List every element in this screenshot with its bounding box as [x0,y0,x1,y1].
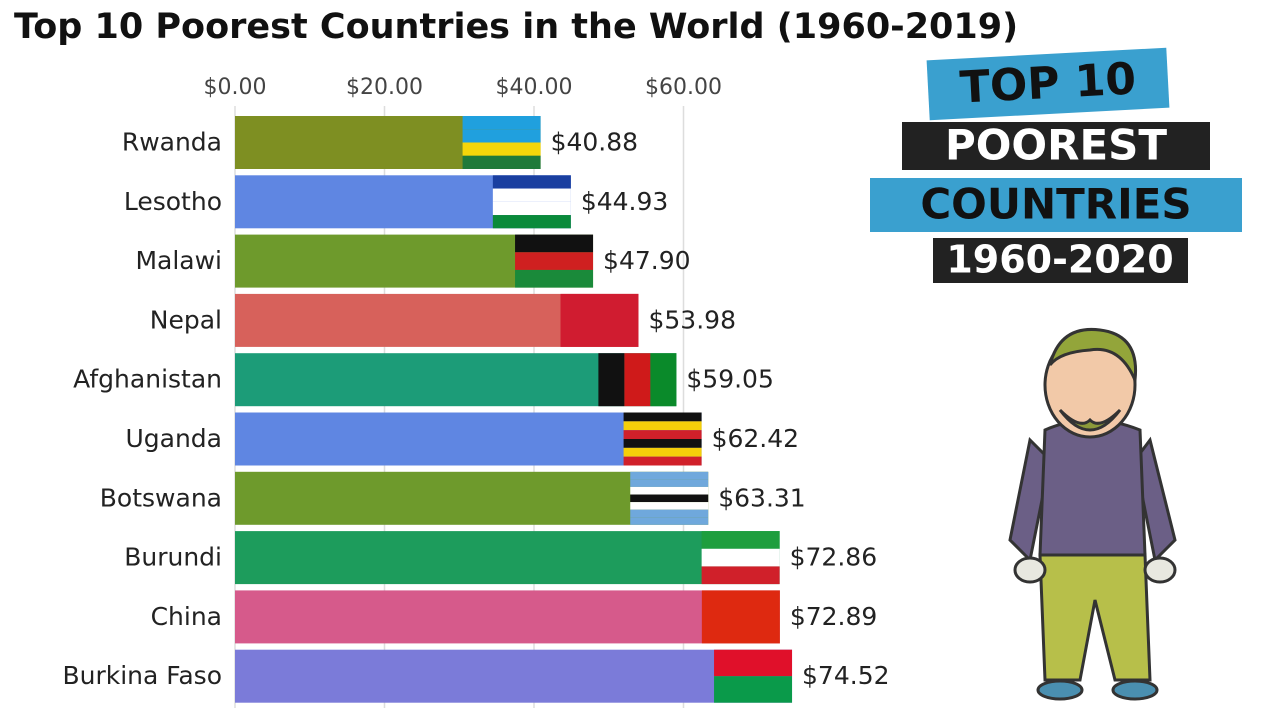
banner-box [926,47,1170,121]
flag-stripe [462,116,541,130]
flag-stripe [650,353,677,407]
flag [560,293,639,347]
x-tick-label: $0.00 [204,75,267,100]
flag [598,353,677,407]
banner-text: 1960-2020 [946,238,1173,282]
y-tick-label: Uganda [125,424,222,453]
flag [462,116,541,169]
flag-stripe [701,566,780,585]
flag-stripe [462,142,541,156]
value-label: $40.88 [551,128,638,157]
value-label: $47.90 [603,246,690,275]
flag-stripe [492,175,571,189]
flag-stripe [623,439,702,448]
banner-text: POOREST [945,121,1167,170]
flag-stripe [515,269,594,288]
y-tick-label: China [151,602,222,631]
value-label: $72.89 [790,602,877,631]
banner-text: TOP 10 [959,53,1138,113]
x-tick-label: $20.00 [346,75,423,100]
flag-stripe [630,502,709,510]
flag-stripe [630,509,709,518]
bar [235,531,780,585]
y-tick-label: Rwanda [122,128,222,157]
flag-stripe [630,517,709,525]
flag-stripe [701,548,780,567]
y-tick-label: Lesotho [124,187,222,216]
flag-stripe [492,188,571,202]
flag-stripe [623,430,702,439]
cartoon-man [1008,327,1177,701]
flag-stripe [701,590,780,644]
banner-box [902,122,1210,170]
flag-stripe [515,234,594,253]
banner-text: COUNTRIES [920,180,1191,229]
flag-stripe [701,531,780,549]
value-label: $44.93 [581,187,668,216]
flag [515,234,594,288]
flag [492,175,571,229]
value-label: $53.98 [649,305,736,334]
flag-stripe [462,129,541,143]
value-label: $63.31 [718,483,805,512]
flag-stripe [630,479,709,487]
flag-stripe [623,412,702,422]
flag-stripe [623,456,702,466]
value-label: $74.52 [802,661,889,690]
flag-stripe [630,471,709,480]
y-tick-label: Botswana [100,483,222,512]
flag-stripe [630,486,709,495]
flag [701,531,780,585]
flag-stripe [624,353,651,407]
bar [235,590,780,644]
banner: TOP 10 POOREST COUNTRIES 1960-2020 [870,47,1242,283]
value-label: $59.05 [686,365,773,394]
flag [623,412,702,466]
flag-stripe [714,676,793,703]
flag-stripe [630,494,709,503]
y-tick-label: Afghanistan [73,365,222,394]
value-label: $72.86 [790,543,877,572]
y-tick-label: Burundi [124,543,222,572]
flag-stripe [462,155,541,169]
bar [235,471,709,525]
chart-title: Top 10 Poorest Countries in the World (1… [14,7,1018,47]
flag-stripe [623,421,702,431]
bar [235,649,793,703]
flag-stripe [560,293,639,347]
y-tick-label: Malawi [135,246,222,275]
banner-box [933,238,1188,283]
flag [701,590,780,644]
x-tick-label: $40.00 [496,75,573,100]
flag [714,649,793,703]
flag-stripe [598,353,625,407]
flag-stripe [492,215,571,229]
flag [630,471,709,525]
x-tick-label: $60.00 [645,75,722,100]
y-tick-label: Nepal [150,305,222,334]
flag-stripe [714,649,793,677]
flag-stripe [492,201,571,216]
y-tick-label: Burkina Faso [62,661,222,690]
banner-box [870,178,1242,232]
value-label: $62.42 [712,424,799,453]
flag-stripe [623,447,702,457]
flag-stripe [515,252,594,270]
